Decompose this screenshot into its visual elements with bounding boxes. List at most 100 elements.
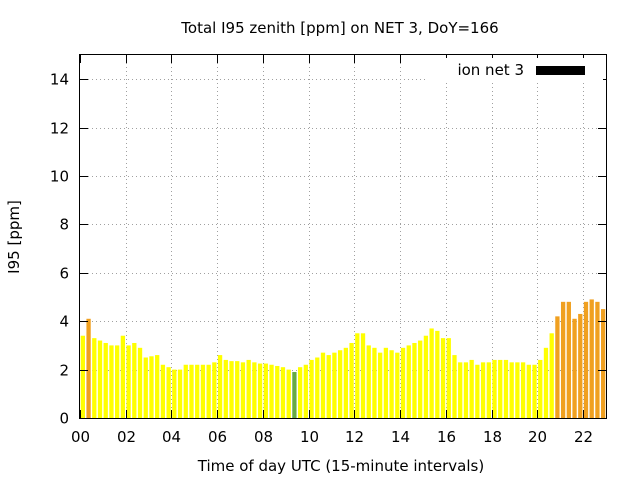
- bar: [601, 309, 606, 418]
- bar: [120, 335, 126, 418]
- bar: [263, 363, 268, 418]
- y-tick-label: 2: [59, 362, 69, 380]
- bar: [366, 345, 371, 418]
- legend-swatch: [536, 66, 585, 75]
- bar: [532, 364, 537, 418]
- bar: [463, 362, 469, 418]
- bar: [286, 369, 291, 418]
- y-tick-labels: 0 2 4 6 8 10 12 14: [50, 71, 69, 428]
- bar: [309, 359, 314, 418]
- bar: [235, 361, 240, 418]
- bar: [435, 330, 440, 418]
- bar: [566, 301, 571, 418]
- bar: [332, 352, 337, 418]
- x-tick-label: 12: [345, 428, 364, 446]
- bar: [103, 342, 108, 418]
- y-tick-label: 12: [50, 120, 69, 138]
- bar: [406, 345, 411, 418]
- legend-label: ion net 3: [457, 61, 524, 79]
- bar: [149, 356, 154, 418]
- bar: [589, 299, 594, 418]
- y-axis-label: I95 [ppm]: [5, 200, 23, 274]
- bar: [166, 367, 171, 418]
- bar: [80, 335, 85, 418]
- chart-title: Total I95 zenith [ppm] on NET 3, DoY=166: [180, 19, 498, 37]
- bar: [172, 369, 177, 418]
- bar: [520, 362, 526, 418]
- bar: [440, 338, 446, 418]
- x-tick-labels: 00 02 04 06 08 10 12 14 16 18 20 22: [71, 428, 593, 446]
- bar: [183, 364, 188, 418]
- x-tick-label: 18: [483, 428, 502, 446]
- bar: [395, 352, 400, 418]
- bar: [240, 362, 246, 418]
- bar: [583, 301, 589, 418]
- bar: [543, 347, 549, 418]
- bar: [212, 362, 217, 418]
- bar: [200, 364, 206, 418]
- bar: [280, 367, 286, 418]
- bar: [229, 361, 234, 418]
- bar: [92, 338, 97, 418]
- bar: [423, 335, 429, 418]
- y-tick-label: 4: [59, 313, 69, 331]
- bar: [578, 313, 583, 418]
- bar: [480, 362, 486, 418]
- bar: [418, 340, 423, 418]
- bar: [275, 365, 280, 418]
- bar: [469, 359, 474, 418]
- bar: [143, 357, 148, 418]
- bar: [320, 352, 326, 418]
- bar: [360, 333, 366, 418]
- bar: [389, 350, 394, 418]
- bar: [555, 316, 560, 418]
- y-tick-label: 6: [59, 265, 69, 283]
- bar: [246, 359, 251, 418]
- bar: [446, 338, 451, 418]
- bar: [498, 359, 503, 418]
- bar: [526, 364, 531, 418]
- y-tick-label: 8: [59, 216, 69, 234]
- bar: [492, 359, 497, 418]
- bar: [343, 347, 348, 418]
- bar: [355, 333, 360, 418]
- bar: [315, 357, 320, 418]
- bar: [155, 355, 160, 418]
- bar: [115, 345, 120, 418]
- bar: [86, 318, 91, 418]
- y-tick-label: 10: [50, 168, 69, 186]
- bar: [560, 301, 566, 418]
- bar: [252, 362, 257, 418]
- bar: [109, 345, 114, 418]
- x-tick-label: 16: [437, 428, 456, 446]
- grid: [80, 55, 606, 418]
- bar: [458, 362, 463, 418]
- plot-frame: [79, 54, 607, 419]
- bar: [486, 362, 491, 418]
- bar: [326, 355, 331, 418]
- bar: [189, 364, 194, 418]
- bar: [595, 301, 600, 418]
- bar: [549, 333, 554, 418]
- bar: [292, 372, 297, 418]
- bar: [538, 359, 543, 418]
- bar: [452, 355, 457, 418]
- bar: [257, 363, 263, 418]
- x-tick-label: 08: [254, 428, 273, 446]
- bar: [195, 364, 200, 418]
- bar: [160, 364, 166, 418]
- bar: [383, 347, 389, 418]
- bar: [515, 362, 520, 418]
- bar: [572, 318, 577, 418]
- x-tick-label: 02: [117, 428, 136, 446]
- bar: [269, 364, 274, 418]
- x-tick-label: 04: [162, 428, 181, 446]
- bar: [97, 340, 103, 418]
- bar: [349, 342, 354, 418]
- bar: [429, 328, 434, 418]
- y-tick-label: 0: [59, 410, 69, 428]
- x-tick-label: 20: [528, 428, 547, 446]
- x-tick-label: 06: [208, 428, 227, 446]
- x-tick-label: 22: [574, 428, 593, 446]
